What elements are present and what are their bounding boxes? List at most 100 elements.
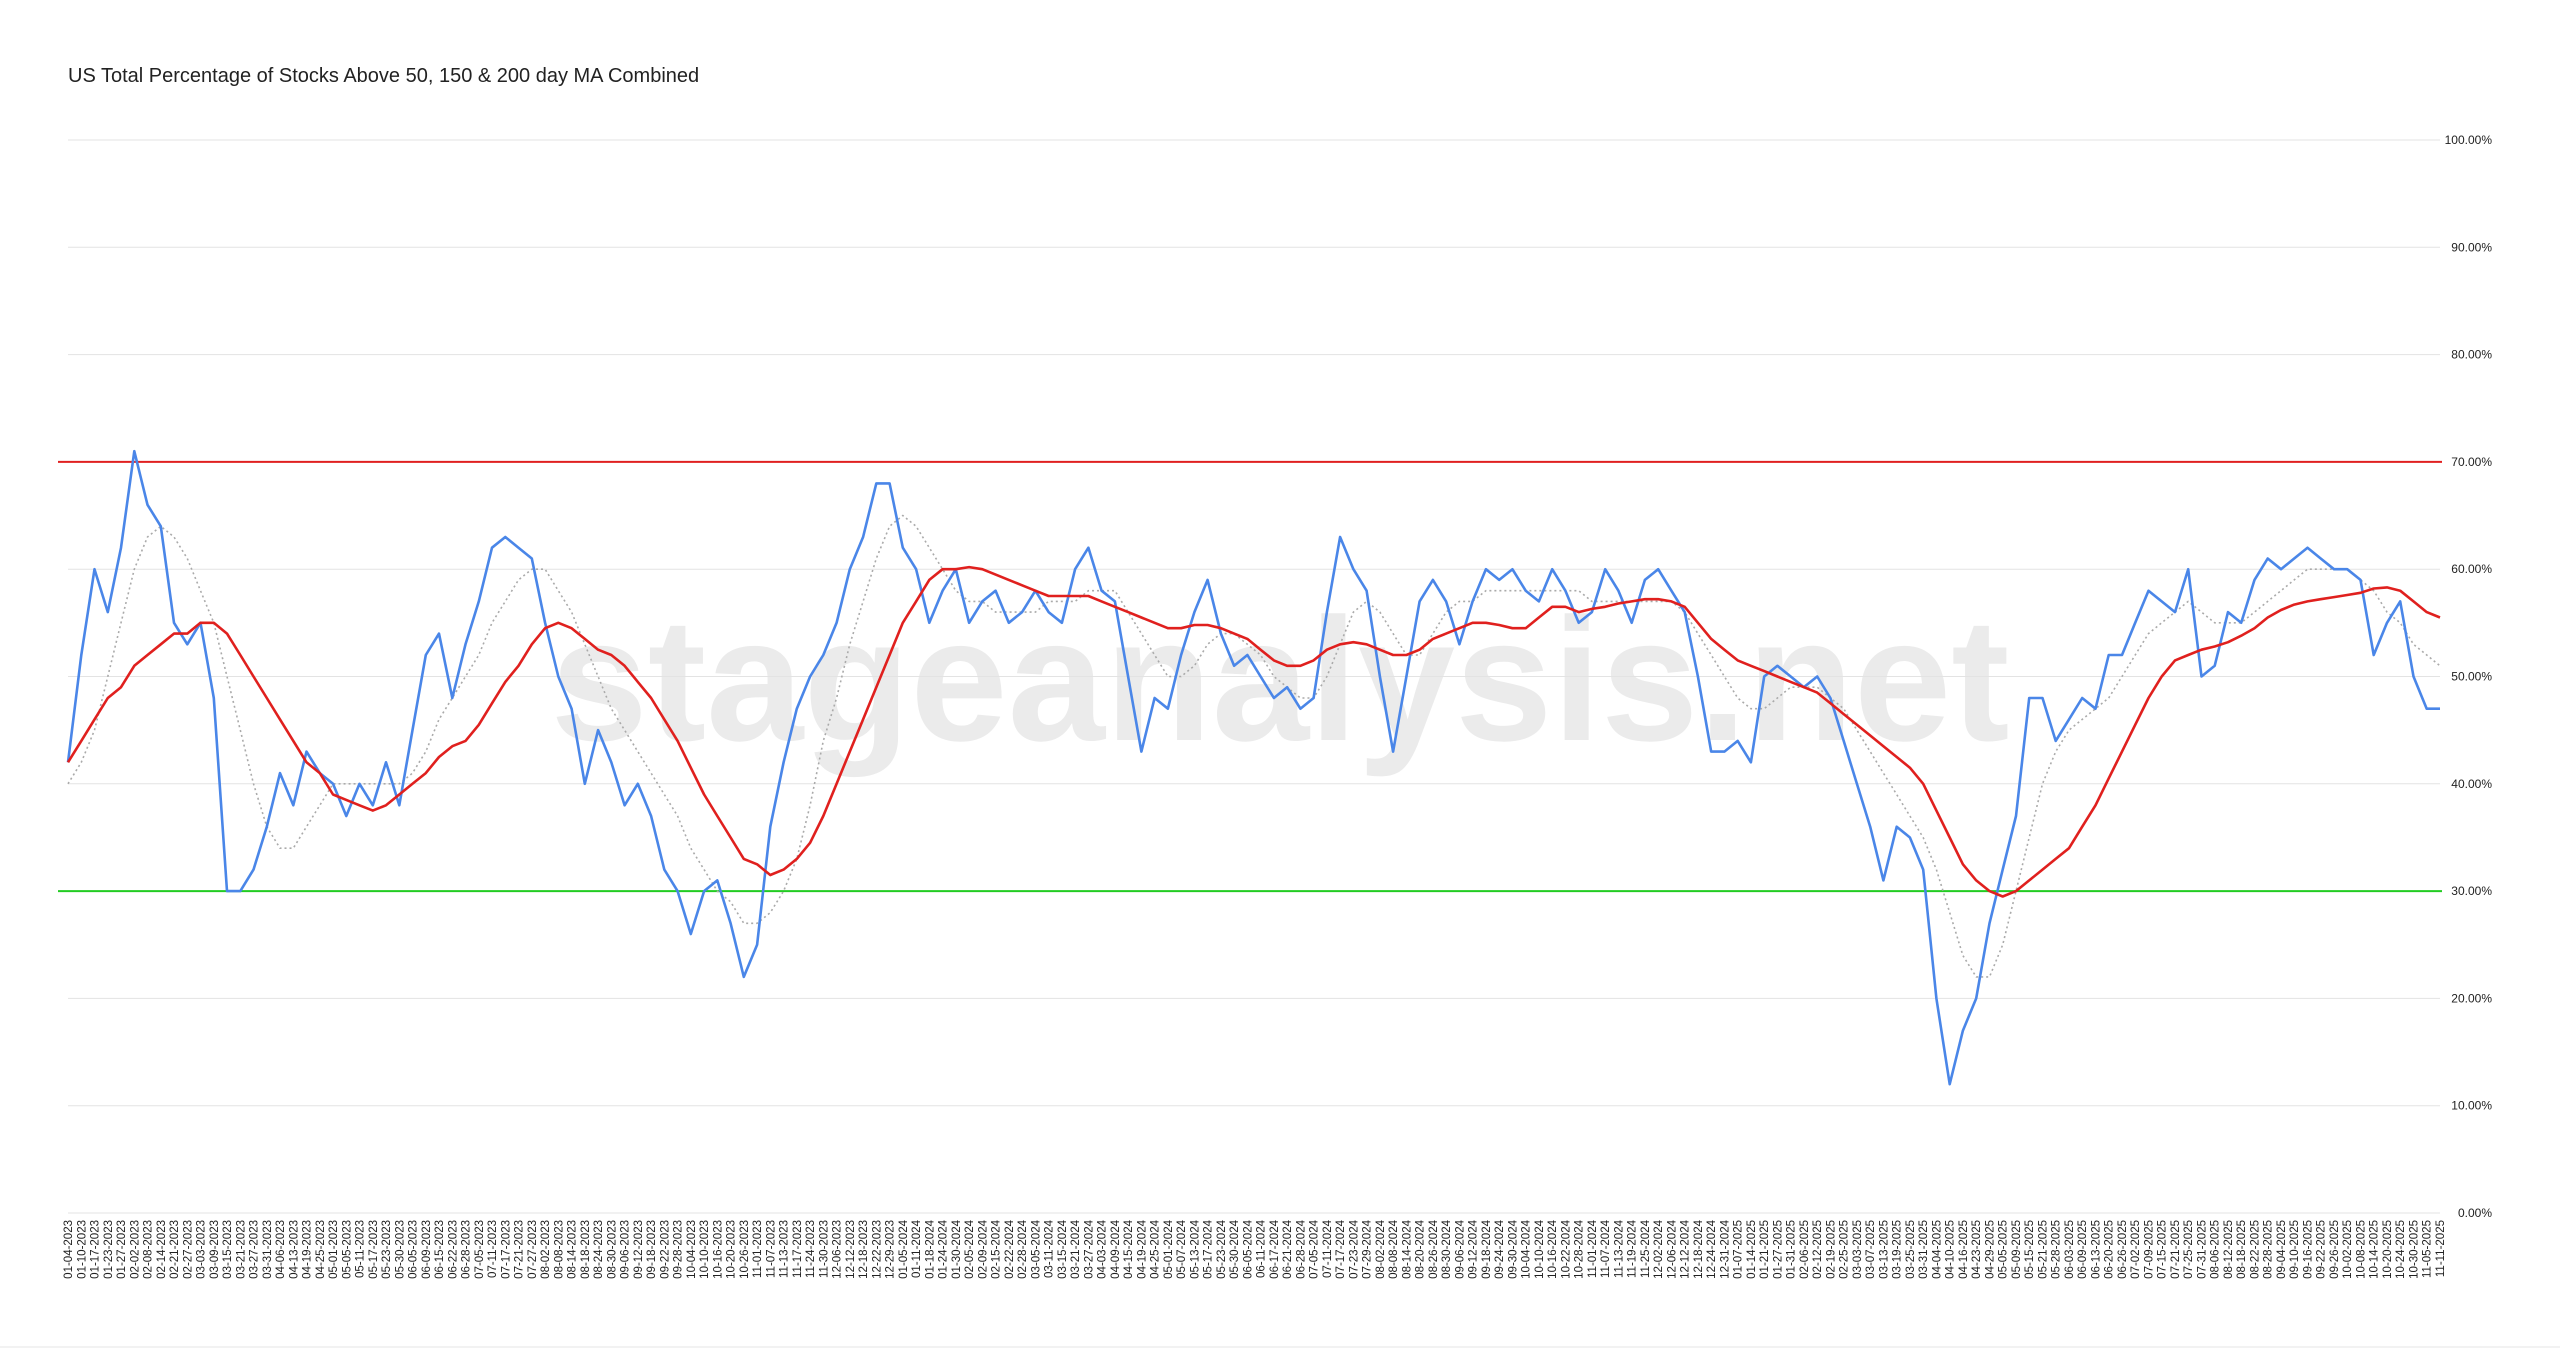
x-tick-label: 09-24-2024: [1494, 1219, 1506, 1278]
x-tick-label: 02-25-2025: [1839, 1220, 1851, 1279]
x-tick-label: 06-21-2024: [1282, 1219, 1294, 1278]
x-tick-label: 07-27-2023: [527, 1220, 539, 1279]
x-tick-label: 11-01-2023: [752, 1220, 764, 1278]
x-tick-label: 11-01-2024: [1587, 1219, 1599, 1278]
y-tick-label: 40.00%: [2451, 777, 2492, 791]
x-tick-label: 08-02-2024: [1375, 1219, 1387, 1278]
x-tick-label: 01-30-2024: [951, 1219, 963, 1278]
x-tick-label: 01-23-2023: [103, 1220, 115, 1279]
x-tick-label: 04-25-2024: [1150, 1219, 1162, 1278]
x-tick-label: 10-28-2024: [1574, 1219, 1586, 1278]
x-tick-label: 01-05-2024: [898, 1219, 910, 1278]
series-line: [67, 514, 2441, 978]
x-tick-label: 06-09-2025: [2077, 1220, 2089, 1279]
x-tick-label: 05-15-2025: [2024, 1220, 2036, 1279]
x-tick-label: 04-15-2024: [1123, 1219, 1135, 1278]
x-tick-label: 01-17-2023: [90, 1220, 102, 1279]
x-tick-label: 05-05-2023: [341, 1220, 353, 1279]
x-tick-label: 08-30-2024: [1441, 1219, 1453, 1278]
y-tick-label: 20.00%: [2451, 991, 2492, 1005]
x-tick-label: 05-23-2023: [381, 1220, 393, 1279]
x-tick-label: 05-23-2024: [1216, 1219, 1228, 1278]
x-tick-label: 08-08-2023: [553, 1220, 565, 1279]
x-tick-label: 11-11-2025: [2435, 1220, 2447, 1277]
x-tick-label: 05-30-2024: [1229, 1219, 1241, 1278]
x-tick-label: 08-12-2025: [2223, 1220, 2235, 1279]
x-tick-label: 04-23-2025: [1971, 1220, 1983, 1279]
x-tick-label: 05-01-2023: [328, 1220, 340, 1279]
x-tick-label: 02-09-2024: [977, 1219, 989, 1278]
x-tick-label: 03-05-2024: [1030, 1219, 1042, 1278]
x-tick-label: 10-08-2025: [2355, 1220, 2367, 1279]
x-tick-label: 07-09-2025: [2143, 1220, 2155, 1279]
x-tick-label: 03-03-2025: [1852, 1220, 1864, 1279]
x-tick-label: 04-29-2025: [1984, 1220, 1996, 1279]
x-tick-label: 10-10-2023: [699, 1220, 711, 1279]
x-tick-label: 02-19-2025: [1825, 1220, 1837, 1279]
x-tick-label: 04-25-2023: [315, 1220, 327, 1279]
x-tick-label: 11-25-2024: [1640, 1219, 1652, 1278]
x-tick-label: 09-30-2024: [1507, 1219, 1519, 1278]
x-tick-label: 10-02-2025: [2342, 1220, 2354, 1279]
x-tick-label: 12-12-2023: [845, 1220, 857, 1279]
x-tick-label: 03-15-2024: [1057, 1219, 1069, 1278]
x-tick-label: 08-18-2023: [580, 1220, 592, 1279]
x-tick-label: 11-05-2025: [2422, 1220, 2434, 1278]
x-tick-label: 08-02-2023: [540, 1220, 552, 1279]
x-tick-label: 03-31-2025: [1918, 1220, 1930, 1279]
x-tick-label: 08-08-2024: [1388, 1219, 1400, 1278]
x-tick-label: 12-12-2024: [1680, 1219, 1692, 1278]
x-tick-label: 02-28-2024: [1017, 1219, 1029, 1278]
x-tick-label: 05-17-2023: [368, 1220, 380, 1279]
x-tick-label: 09-06-2023: [620, 1220, 632, 1279]
x-tick-label: 10-16-2023: [712, 1220, 724, 1279]
x-tick-label: 07-21-2023: [514, 1220, 526, 1279]
series-line: [66, 449, 2440, 1086]
x-tick-label: 08-24-2023: [593, 1220, 605, 1279]
x-tick-label: 03-13-2025: [1878, 1220, 1890, 1279]
x-tick-label: 02-15-2024: [991, 1219, 1003, 1278]
x-tick-label: 01-07-2025: [1733, 1220, 1745, 1279]
x-tick-label: 08-28-2025: [2263, 1220, 2275, 1279]
x-tick-label: 11-17-2023: [792, 1220, 804, 1278]
x-tick-label: 01-18-2024: [924, 1219, 936, 1278]
x-tick-label: 08-18-2025: [2236, 1220, 2248, 1279]
x-tick-label: 11-07-2024: [1600, 1219, 1612, 1278]
x-tick-label: 08-06-2025: [2210, 1220, 2222, 1279]
x-tick-label: 04-03-2024: [1097, 1219, 1109, 1278]
x-tick-label: 03-03-2023: [196, 1220, 208, 1279]
x-tick-label: 07-11-2024: [1322, 1219, 1334, 1278]
x-tick-label: 04-04-2025: [1931, 1220, 1943, 1279]
x-tick-label: 05-21-2025: [2037, 1220, 2049, 1279]
x-tick-label: 11-19-2024: [1627, 1219, 1639, 1278]
chart-title: US Total Percentage of Stocks Above 50, …: [68, 65, 699, 87]
x-tick-label: 12-06-2024: [1666, 1219, 1678, 1278]
x-tick-label: 12-18-2023: [858, 1220, 870, 1279]
x-tick-label: 07-11-2023: [487, 1220, 499, 1278]
x-tick-label: 12-02-2024: [1653, 1219, 1665, 1278]
x-tick-label: 06-22-2023: [447, 1220, 459, 1279]
x-tick-label: 10-22-2024: [1560, 1219, 1572, 1278]
x-tick-label: 02-14-2023: [156, 1220, 168, 1279]
x-tick-label: 06-13-2025: [2090, 1220, 2102, 1279]
x-tick-label: 04-06-2023: [275, 1220, 287, 1279]
x-tick-label: 10-04-2024: [1521, 1219, 1533, 1278]
x-tick-label: 12-31-2024: [1719, 1219, 1731, 1278]
x-tick-label: 07-25-2025: [2183, 1220, 2195, 1279]
y-tick-label: 60.00%: [2451, 562, 2492, 576]
x-tick-label: 06-28-2023: [461, 1220, 473, 1279]
series-line: [66, 565, 2441, 898]
x-tick-label: 01-14-2025: [1746, 1220, 1758, 1279]
x-tick-label: 06-05-2023: [408, 1220, 420, 1279]
y-tick-label: 100.00%: [2445, 133, 2493, 147]
x-tick-label: 09-10-2025: [2289, 1220, 2301, 1279]
x-tick-label: 03-07-2025: [1865, 1220, 1877, 1279]
x-tick-label: 10-20-2025: [2382, 1220, 2394, 1279]
x-tick-label: 03-27-2023: [249, 1220, 261, 1279]
x-tick-label: 11-30-2023: [818, 1220, 830, 1278]
x-tick-label: 05-13-2024: [1189, 1219, 1201, 1278]
x-tick-label: 08-20-2024: [1415, 1219, 1427, 1278]
x-tick-label: 09-28-2023: [673, 1220, 685, 1279]
x-tick-label: 09-22-2025: [2316, 1220, 2328, 1279]
